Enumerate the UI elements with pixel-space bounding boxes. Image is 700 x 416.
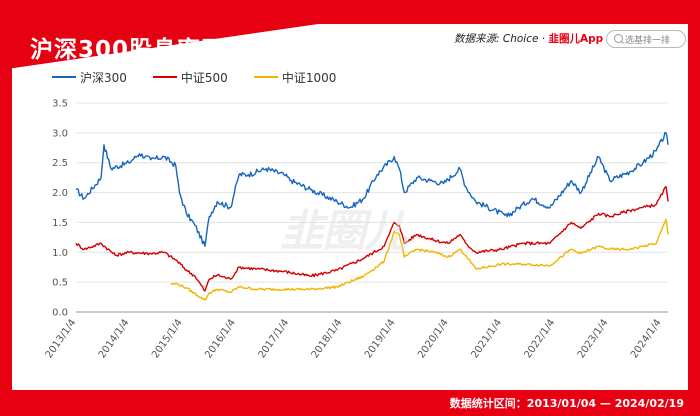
x-tick-label: 2013/1/4 (44, 317, 79, 360)
search-placeholder: 选基排一排 (625, 36, 671, 46)
title-banner (0, 18, 360, 70)
data-source: 数据来源: Choice · 韭圈儿App (454, 31, 603, 46)
x-tick-label: 2021/1/4 (469, 317, 504, 360)
legend-item-zz500: 中证500 (152, 70, 228, 85)
series-line-1 (75, 185, 669, 292)
y-tick-label: 1.0 (52, 248, 68, 259)
x-tick-label: 2020/1/4 (416, 317, 451, 360)
series-line-0 (75, 132, 669, 247)
source-brand: 韭圈儿App (548, 33, 604, 45)
legend-swatch-zz500 (152, 76, 177, 78)
x-tick-label: 2024/1/4 (629, 317, 664, 360)
y-tick-label: 3.5 (52, 99, 68, 110)
search-icon (614, 34, 623, 43)
x-tick-label: 2018/1/4 (310, 317, 345, 360)
footer-bar: 数据统计区间：2013/01/04 — 2024/02/19 (0, 390, 700, 416)
legend-label-zz500: 中证500 (180, 70, 228, 85)
x-tick-label: 2014/1/4 (97, 317, 132, 360)
source-label: 数据来源: Choice · (454, 33, 549, 45)
legend-swatch-zz1000 (253, 76, 278, 78)
x-tick-label: 2022/1/4 (523, 317, 558, 360)
x-tick-label: 2016/1/4 (203, 317, 238, 360)
y-tick-label: 2.5 (52, 158, 68, 169)
legend-item-zz1000: 中证1000 (253, 70, 337, 85)
y-tick-label: 1.5 (52, 218, 68, 229)
x-tick-label: 2023/1/4 (576, 317, 611, 360)
x-tick-label: 2017/1/4 (257, 317, 292, 360)
x-tick-label: 2015/1/4 (150, 317, 185, 360)
x-tick-label: 2019/1/4 (363, 317, 398, 360)
search-box[interactable]: 选基排一排 (606, 30, 686, 48)
series-line-2 (170, 218, 669, 301)
chart-panel (12, 18, 688, 390)
legend-swatch-hs300 (52, 76, 76, 78)
y-tick-label: 0.5 (52, 278, 68, 289)
data-period: 数据统计区间：2013/01/04 — 2024/02/19 (449, 397, 684, 410)
legend-label-hs300: 沪深300 (80, 70, 127, 85)
chart-legend: 沪深300 中证500 中证1000 (52, 70, 337, 85)
legend-label-zz1000: 中证1000 (281, 70, 337, 85)
watermark: 韭圈儿 (280, 206, 408, 257)
page-title: 沪深300股息率已经创下新高 (30, 37, 346, 63)
y-tick-label: 0.0 (52, 308, 68, 319)
y-tick-label: 2.0 (52, 188, 68, 199)
legend-item-hs300: 沪深300 (52, 70, 127, 85)
y-tick-label: 3.0 (52, 128, 68, 139)
